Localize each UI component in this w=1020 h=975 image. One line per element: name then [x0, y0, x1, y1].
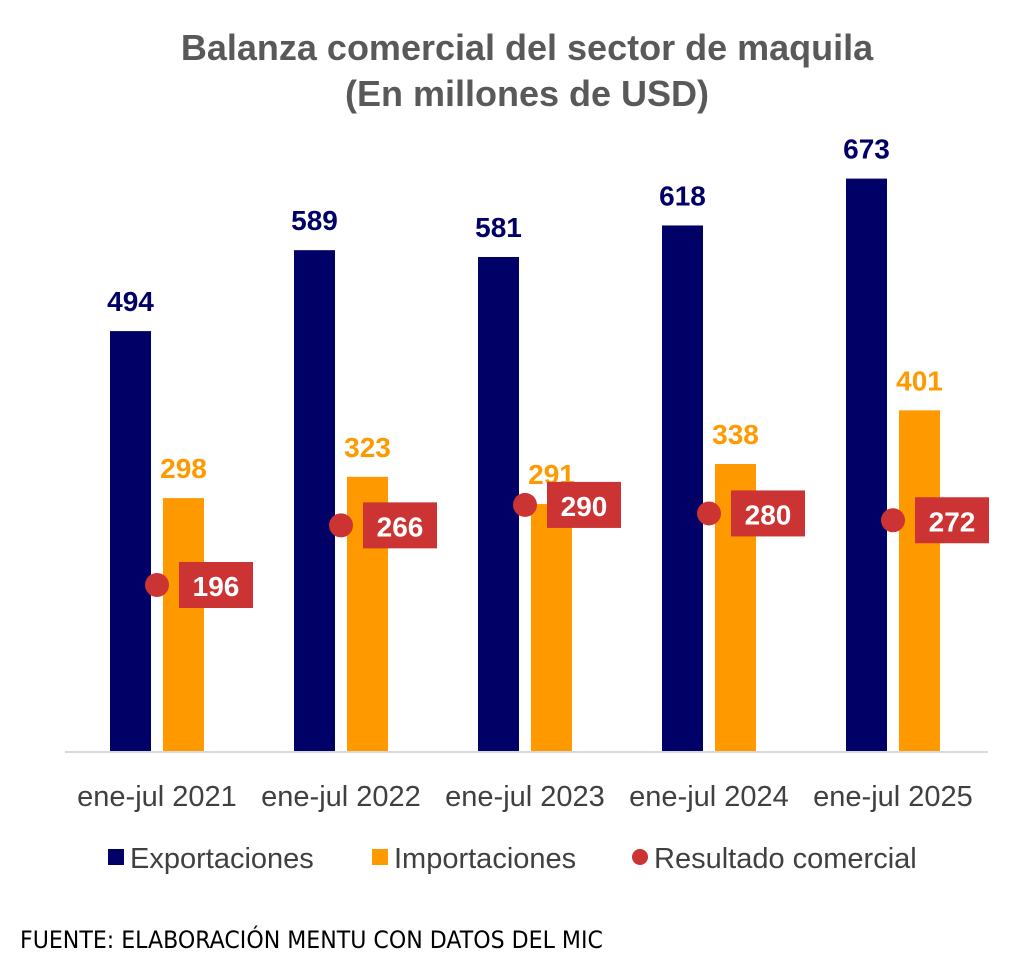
- label-resultado: 272: [929, 506, 976, 537]
- label-importaciones: 298: [160, 453, 207, 484]
- label-importaciones: 338: [712, 419, 759, 450]
- bar-exportaciones: [662, 225, 703, 753]
- label-exportaciones: 673: [843, 134, 890, 165]
- bar-importaciones: [531, 504, 572, 752]
- label-box-resultado: [363, 502, 437, 549]
- bar-exportaciones: [478, 256, 519, 752]
- legend: Exportaciones Importaciones Resultado come…: [108, 843, 917, 875]
- label-exportaciones: 589: [291, 205, 338, 236]
- label-exportaciones: 618: [659, 180, 706, 211]
- legend-swatch: [372, 849, 388, 865]
- label-box-resultado: [915, 497, 989, 544]
- x-tick-label: ene-jul 2024: [629, 781, 789, 813]
- x-axis-labels: ene-jul 2021 ene-jul 2022 ene-jul 2023 ene-…: [77, 781, 973, 813]
- label-exportaciones: 581: [475, 212, 522, 243]
- label-resultado: 196: [193, 571, 240, 602]
- legend-label: Resultado comercial: [654, 843, 917, 875]
- legend-swatch: [632, 849, 648, 865]
- bar-exportaciones: [294, 250, 335, 752]
- legend-label: Exportaciones: [130, 843, 314, 875]
- label-exportaciones: 494: [107, 286, 154, 317]
- label-resultado: 280: [745, 499, 792, 530]
- label-box-resultado: [731, 490, 805, 537]
- label-importaciones: 323: [344, 432, 391, 463]
- plot-area: 4942981965893232665812912906183382806734…: [107, 134, 989, 753]
- bar-exportaciones: [846, 178, 887, 752]
- label-resultado: 290: [561, 491, 608, 522]
- point-resultado: [881, 508, 905, 533]
- x-tick-label: ene-jul 2021: [77, 781, 237, 813]
- source-note: FUENTE: ELABORACIÓN MENTU CON DATOS DEL …: [20, 926, 603, 954]
- x-tick-label: ene-jul 2025: [813, 781, 973, 813]
- legend-swatch: [108, 849, 124, 865]
- point-resultado: [513, 492, 537, 517]
- label-box-resultado: [547, 481, 621, 528]
- legend-label: Importaciones: [394, 843, 576, 875]
- point-resultado: [697, 501, 721, 526]
- point-resultado: [145, 573, 169, 598]
- label-resultado: 266: [377, 511, 424, 542]
- label-importaciones: 401: [896, 365, 943, 396]
- chart-title: Balanza comercial del sector de maquila: [181, 27, 874, 68]
- bar-importaciones: [899, 410, 940, 752]
- bar-importaciones: [163, 498, 204, 752]
- point-resultado: [329, 513, 353, 538]
- chart-subtitle: (En millones de USD): [345, 73, 709, 114]
- bar-exportaciones: [110, 331, 151, 752]
- label-box-resultado: [179, 562, 253, 609]
- x-tick-label: ene-jul 2023: [445, 781, 605, 813]
- x-tick-label: ene-jul 2022: [261, 781, 421, 813]
